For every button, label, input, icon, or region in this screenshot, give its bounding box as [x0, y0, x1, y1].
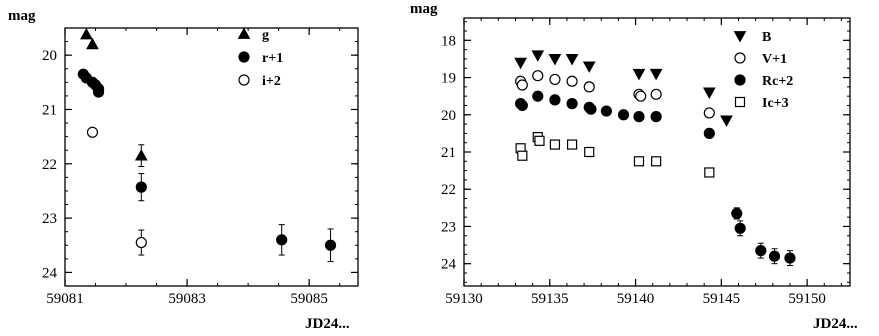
- data-point: [567, 55, 578, 65]
- data-point: [585, 148, 594, 157]
- legend-marker: [736, 98, 745, 107]
- data-point: [533, 91, 543, 101]
- legend-label: B: [762, 30, 771, 45]
- y-tick-label: 22: [441, 182, 456, 198]
- series-r-1: [78, 69, 335, 261]
- data-point: [94, 87, 104, 97]
- y-tick-label: 22: [42, 157, 57, 173]
- y-tick-label: 21: [42, 102, 57, 118]
- x-tick-label: 59085: [290, 291, 328, 307]
- legend-label: g: [262, 28, 269, 43]
- data-point: [568, 140, 577, 149]
- y-tick-label: 19: [441, 71, 456, 87]
- series-v-1: [516, 71, 715, 118]
- data-point: [136, 150, 147, 160]
- data-point: [87, 39, 98, 49]
- y-tick-label: 23: [42, 211, 57, 227]
- data-point: [735, 223, 745, 233]
- y-axis-title: mag: [8, 8, 36, 24]
- data-point: [634, 157, 643, 166]
- data-point: [704, 108, 714, 118]
- y-tick-label: 20: [441, 108, 456, 124]
- data-point: [651, 69, 662, 79]
- y-tick-label: 24: [42, 265, 58, 281]
- data-point: [81, 29, 92, 39]
- chart-2: 59130 59135 59140 59145 59150 18 19 20 21 22 23 24 m…: [410, 1, 858, 332]
- data-point: [517, 100, 527, 110]
- series-g: [81, 29, 147, 166]
- data-point: [705, 168, 714, 177]
- data-point: [136, 182, 146, 192]
- x-tick-label: 59130: [445, 291, 483, 307]
- x-axis-title: JD24...: [305, 316, 350, 332]
- legend-label: r+1: [262, 51, 283, 66]
- data-point: [136, 238, 146, 248]
- data-point: [533, 71, 543, 81]
- data-point: [704, 88, 715, 98]
- data-point: [550, 140, 559, 149]
- legend-label: Ic+3: [762, 96, 789, 111]
- data-point: [567, 76, 577, 86]
- series-ic-3: [516, 133, 714, 177]
- legend-marker: [239, 52, 249, 62]
- data-point: [652, 157, 661, 166]
- data-point: [518, 151, 527, 160]
- data-point: [567, 99, 577, 109]
- data-point: [549, 55, 560, 65]
- legend-label: Rc+2: [762, 74, 793, 89]
- legend-label: i+2: [262, 74, 281, 89]
- legend-marker: [735, 53, 745, 63]
- data-point: [704, 128, 714, 138]
- data-point: [770, 251, 780, 261]
- data-point: [732, 208, 742, 218]
- data-point: [756, 246, 766, 256]
- series-rc-2: [516, 91, 795, 265]
- chart-1: 59081 59083 59085 20 21 22 23 24 mag JD24... g r+1 i…: [8, 8, 358, 332]
- data-point: [634, 112, 644, 122]
- data-point: [651, 112, 661, 122]
- data-point: [277, 235, 287, 245]
- plot-frame: [65, 28, 358, 286]
- x-tick-label: 59140: [617, 291, 655, 307]
- data-point: [785, 253, 795, 263]
- x-tick-label: 59081: [46, 291, 84, 307]
- data-point: [550, 95, 560, 105]
- data-point: [636, 91, 646, 101]
- y-tick-label: 23: [441, 219, 456, 235]
- legend-label: V+1: [762, 52, 787, 67]
- x-axis-title: JD24...: [813, 316, 858, 332]
- data-point: [633, 69, 644, 79]
- y-tick-label: 20: [42, 48, 57, 64]
- x-tick-label: 59083: [168, 291, 206, 307]
- data-point: [550, 74, 560, 84]
- data-point: [326, 240, 336, 250]
- data-point: [532, 51, 543, 61]
- data-point: [651, 89, 661, 99]
- data-point: [515, 58, 526, 68]
- data-point: [535, 136, 544, 145]
- y-axis-title: mag: [410, 1, 438, 17]
- y-tick-label: 18: [441, 33, 456, 49]
- x-tick-label: 59145: [703, 291, 741, 307]
- x-tick-label: 59150: [788, 291, 826, 307]
- legend-marker: [239, 75, 249, 85]
- legend-marker: [735, 75, 745, 85]
- data-point: [619, 110, 629, 120]
- legend-marker: [735, 32, 746, 42]
- data-point: [584, 62, 595, 72]
- data-point: [517, 80, 527, 90]
- data-point: [721, 116, 732, 126]
- y-tick-label: 24: [441, 257, 457, 273]
- data-point: [584, 82, 594, 92]
- data-point: [601, 106, 611, 116]
- data-point: [586, 104, 596, 114]
- data-point: [87, 127, 97, 137]
- y-tick-label: 21: [441, 145, 456, 161]
- x-tick-label: 59135: [531, 291, 569, 307]
